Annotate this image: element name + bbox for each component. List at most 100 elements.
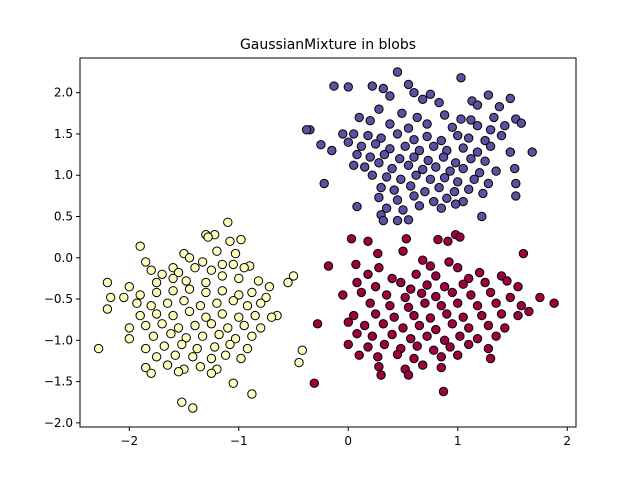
data-point	[367, 81, 377, 91]
points-layer	[93, 67, 559, 413]
data-point	[458, 163, 468, 174]
data-point	[431, 271, 441, 281]
data-point	[513, 282, 523, 292]
data-point	[406, 181, 416, 191]
data-point	[472, 147, 483, 157]
data-point	[381, 203, 392, 213]
data-point	[447, 122, 457, 133]
data-point	[403, 160, 414, 171]
data-point	[485, 353, 496, 364]
data-point	[266, 312, 277, 322]
data-point	[234, 273, 244, 284]
data-point	[425, 89, 436, 100]
data-point	[119, 292, 129, 303]
x-tick-label: 1	[454, 434, 462, 448]
data-point	[247, 389, 257, 399]
data-point	[409, 135, 419, 145]
data-point	[474, 267, 485, 278]
data-point	[319, 178, 329, 189]
cluster-1	[309, 230, 559, 397]
data-point	[464, 133, 474, 143]
data-point	[425, 174, 436, 185]
data-point	[346, 234, 357, 244]
data-point	[190, 263, 200, 273]
data-point	[323, 261, 334, 271]
chart-title: GaussianMixture in blobs	[240, 37, 416, 53]
data-point	[197, 331, 208, 341]
data-point	[217, 271, 228, 281]
data-point	[496, 130, 507, 141]
data-point	[201, 287, 211, 298]
data-point	[429, 141, 439, 152]
data-point	[168, 273, 178, 284]
data-point	[374, 104, 384, 114]
data-point	[356, 287, 367, 298]
data-point	[400, 292, 410, 303]
data-point	[192, 343, 202, 354]
data-point	[230, 334, 241, 344]
data-point	[400, 141, 410, 152]
data-point	[458, 143, 468, 153]
data-point	[403, 215, 414, 225]
data-point	[288, 271, 299, 281]
data-point	[195, 362, 206, 372]
data-point	[392, 129, 403, 139]
data-point	[230, 248, 241, 259]
data-point	[201, 277, 211, 288]
data-point	[549, 298, 559, 308]
data-point	[398, 205, 408, 215]
data-point	[201, 312, 211, 322]
data-point	[373, 248, 383, 259]
x-tick-label: 2	[563, 434, 571, 448]
y-tick-label: 2.0	[54, 86, 73, 100]
data-point	[527, 147, 537, 157]
data-point	[411, 170, 421, 180]
data-point	[151, 287, 162, 298]
data-point	[392, 195, 403, 205]
data-point	[398, 323, 408, 333]
data-point	[387, 273, 397, 284]
data-point	[456, 114, 466, 124]
data-point	[135, 290, 145, 300]
data-point	[239, 263, 249, 273]
data-point	[443, 236, 453, 247]
data-point	[480, 156, 490, 166]
data-point	[217, 259, 228, 270]
data-point	[250, 310, 260, 321]
data-point	[478, 188, 488, 199]
data-point	[141, 343, 151, 354]
data-point	[442, 193, 452, 204]
data-point	[436, 301, 446, 311]
data-point	[450, 158, 461, 168]
data-point	[398, 246, 408, 256]
data-point	[422, 119, 432, 129]
data-point	[385, 301, 395, 311]
data-point	[389, 185, 399, 195]
data-point	[418, 164, 428, 175]
x-tick-label: −1	[230, 434, 248, 448]
data-point	[343, 339, 353, 350]
data-point	[381, 290, 392, 300]
y-tick-label: −0.5	[44, 292, 73, 306]
data-point	[93, 343, 104, 354]
data-point	[356, 141, 367, 152]
data-point	[472, 334, 483, 344]
data-point	[294, 357, 304, 368]
data-point	[455, 232, 465, 242]
data-point	[173, 267, 184, 278]
data-point	[516, 118, 526, 128]
cluster-0	[301, 67, 537, 226]
data-point	[420, 187, 430, 197]
data-point	[389, 312, 399, 322]
data-point	[214, 329, 224, 340]
data-point	[212, 298, 222, 308]
data-point	[412, 112, 422, 123]
data-point	[385, 144, 395, 154]
data-point	[439, 282, 450, 292]
data-point	[206, 265, 217, 275]
data-point	[412, 341, 422, 351]
data-point	[483, 90, 494, 100]
data-point	[450, 199, 461, 209]
data-point	[329, 81, 339, 91]
